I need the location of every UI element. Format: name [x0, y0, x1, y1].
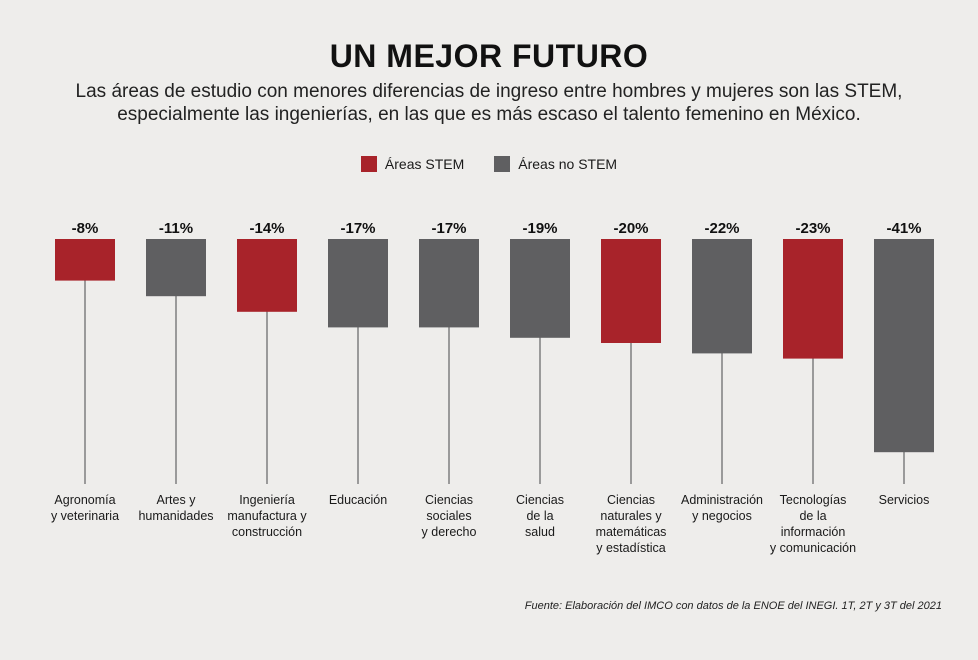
category-label-2-line-1: Artes y: [157, 493, 197, 507]
legend-swatch-stem: [360, 156, 377, 172]
value-label-9: -23%: [795, 220, 830, 237]
category-label-6-line-3: salud: [525, 525, 555, 539]
category-label-8: Administración y negocios: [681, 493, 763, 523]
value-label-10: -41%: [886, 220, 921, 237]
bar-8: [692, 239, 752, 354]
category-label-7: Ciencias naturales y matemáticas y estadíst…: [596, 493, 667, 555]
bar-1: [55, 239, 115, 281]
category-label-3: Ingeniería manufactura y construcción: [227, 493, 307, 539]
category-label-7-line-4: y estadística: [596, 541, 666, 555]
value-label-4: -17%: [340, 220, 375, 237]
chart-title: UN MEJOR FUTURO: [329, 38, 649, 74]
source-note: Fuente: Elaboración del IMCO con datos d…: [524, 600, 942, 612]
category-label-1-line-2: y veterinaria: [51, 509, 119, 523]
subtitle-line-2: especialmente las ingenierías, en las qu…: [117, 104, 861, 125]
legend-label-stem: Áreas STEM: [384, 156, 465, 172]
bar-9: [783, 239, 843, 359]
value-label-3: -14%: [249, 220, 284, 237]
category-label-5-line-3: y derecho: [422, 525, 477, 539]
category-label-9-line-4: y comunicación: [770, 541, 856, 555]
value-label-6: -19%: [522, 220, 557, 237]
chart-subtitle: Las áreas de estudio con menores diferen…: [60, 80, 918, 126]
bar-6: [510, 239, 570, 338]
category-label-8-line-1: Administración: [681, 493, 763, 507]
category-label-3-line-1: Ingeniería: [239, 493, 295, 507]
category-label-1: Agronomía y veterinaria: [51, 493, 119, 523]
category-label-1-line-1: Agronomía: [54, 493, 115, 507]
bar-4: [328, 239, 388, 328]
category-label-2: Artes y humanidades: [138, 493, 213, 523]
category-label-9-line-1: Tecnologías: [780, 493, 847, 507]
category-label-7-line-3: matemáticas: [596, 525, 667, 539]
value-label-2: -11%: [159, 220, 193, 237]
category-label-3-line-2: manufactura y: [227, 509, 307, 523]
category-label-4-line-1: Educación: [329, 493, 387, 507]
subtitle-line-1: Las áreas de estudio con menores diferen…: [75, 81, 903, 102]
category-label-7-line-1: Ciencias: [607, 493, 655, 507]
category-label-9-line-3: información: [781, 525, 846, 539]
value-label-8: -22%: [704, 220, 739, 237]
legend-item-non-stem: Áreas no STEM: [494, 156, 617, 172]
legend-swatch-non-stem: [494, 156, 511, 172]
category-label-5-line-1: Ciencias: [425, 493, 473, 507]
bar-10: [874, 239, 934, 453]
category-label-6-line-1: Ciencias: [516, 493, 564, 507]
category-label-6: Ciencias de la salud: [516, 493, 564, 539]
category-label-9-line-2: de la: [799, 509, 826, 523]
category-label-5-line-2: sociales: [426, 509, 471, 523]
chart-legend: Áreas STEM Áreas no STEM: [0, 156, 978, 172]
bar-3: [237, 239, 297, 312]
category-label-3-line-3: construcción: [232, 525, 302, 539]
legend-label-non-stem: Áreas no STEM: [518, 156, 618, 172]
category-label-6-line-2: de la: [526, 509, 553, 523]
legend-item-stem: Áreas STEM: [360, 156, 465, 172]
value-label-1: -8%: [72, 220, 99, 237]
bar-2: [146, 239, 206, 297]
category-label-5: Ciencias sociales y derecho: [422, 493, 477, 539]
category-label-8-line-2: y negocios: [692, 509, 752, 523]
category-label-10-line-1: Servicios: [879, 493, 930, 507]
bar-7: [601, 239, 661, 343]
value-label-7: -20%: [613, 220, 648, 237]
value-label-5: -17%: [431, 220, 466, 237]
category-label-9: Tecnologías de la información y comunicació…: [770, 493, 856, 555]
category-label-7-line-2: naturales y: [600, 509, 662, 523]
category-label-4: Educación: [329, 493, 387, 507]
bar-5: [419, 239, 479, 328]
category-label-10: Servicios: [879, 493, 930, 507]
category-label-2-line-2: humanidades: [138, 509, 213, 523]
